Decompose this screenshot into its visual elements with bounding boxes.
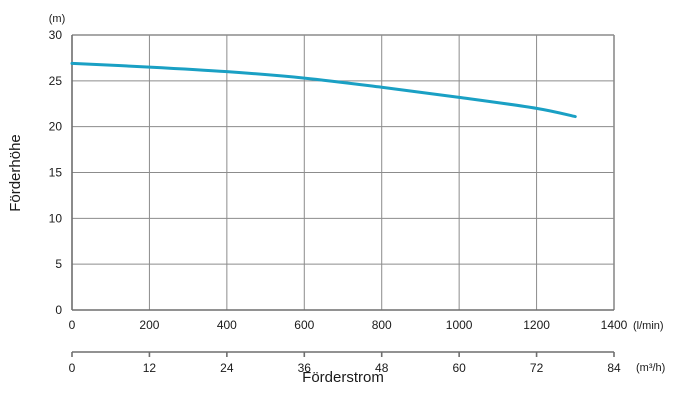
y-tick-label: 5 bbox=[55, 257, 62, 271]
x-unit-primary-label: (l/min) bbox=[633, 320, 664, 332]
x-tick-label-primary: 200 bbox=[139, 318, 159, 332]
x-axis-title: Förderstrom bbox=[302, 369, 384, 386]
series-layer bbox=[70, 61, 577, 119]
x-tick-label-secondary: 84 bbox=[607, 361, 621, 375]
x-tick-label-secondary: 48 bbox=[375, 361, 389, 375]
y-tick-label: 30 bbox=[49, 28, 63, 42]
x-tick-label-primary: 1200 bbox=[523, 318, 550, 332]
pump-curve-line bbox=[70, 61, 577, 119]
x-tick-label-secondary: 12 bbox=[143, 361, 157, 375]
y-axis-title: Förderhöhe bbox=[7, 134, 24, 212]
y-tick-label: 0 bbox=[55, 303, 62, 317]
x-tick-label-primary: 400 bbox=[217, 318, 237, 332]
x-tick-label-primary: 600 bbox=[294, 318, 314, 332]
x-tick-label-primary: 0 bbox=[69, 318, 76, 332]
tick-labels: 0 5 10 15 20 25 30 0 200 400 600 800 1000 1200 1400 0 12… bbox=[49, 28, 628, 375]
grid bbox=[72, 34, 615, 310]
x-tick-label-secondary: 72 bbox=[530, 361, 544, 375]
x-tick-label-primary: 1000 bbox=[446, 318, 473, 332]
x-tick-label-primary: 1400 bbox=[601, 318, 628, 332]
y-tick-label: 10 bbox=[49, 211, 63, 225]
y-tick-label: 25 bbox=[49, 74, 63, 88]
axes bbox=[71, 35, 615, 357]
x-tick-label-secondary: 24 bbox=[220, 361, 234, 375]
y-tick-label: 15 bbox=[49, 166, 63, 180]
x-tick-label-primary: 800 bbox=[372, 318, 392, 332]
x-tick-label-secondary: 0 bbox=[69, 361, 76, 375]
x-unit-secondary-label: (m³/h) bbox=[636, 362, 665, 374]
y-unit-label: (m) bbox=[49, 13, 66, 25]
y-tick-label: 20 bbox=[49, 120, 63, 134]
x-tick-label-secondary: 36 bbox=[298, 361, 312, 375]
x-tick-label-secondary: 60 bbox=[452, 361, 466, 375]
